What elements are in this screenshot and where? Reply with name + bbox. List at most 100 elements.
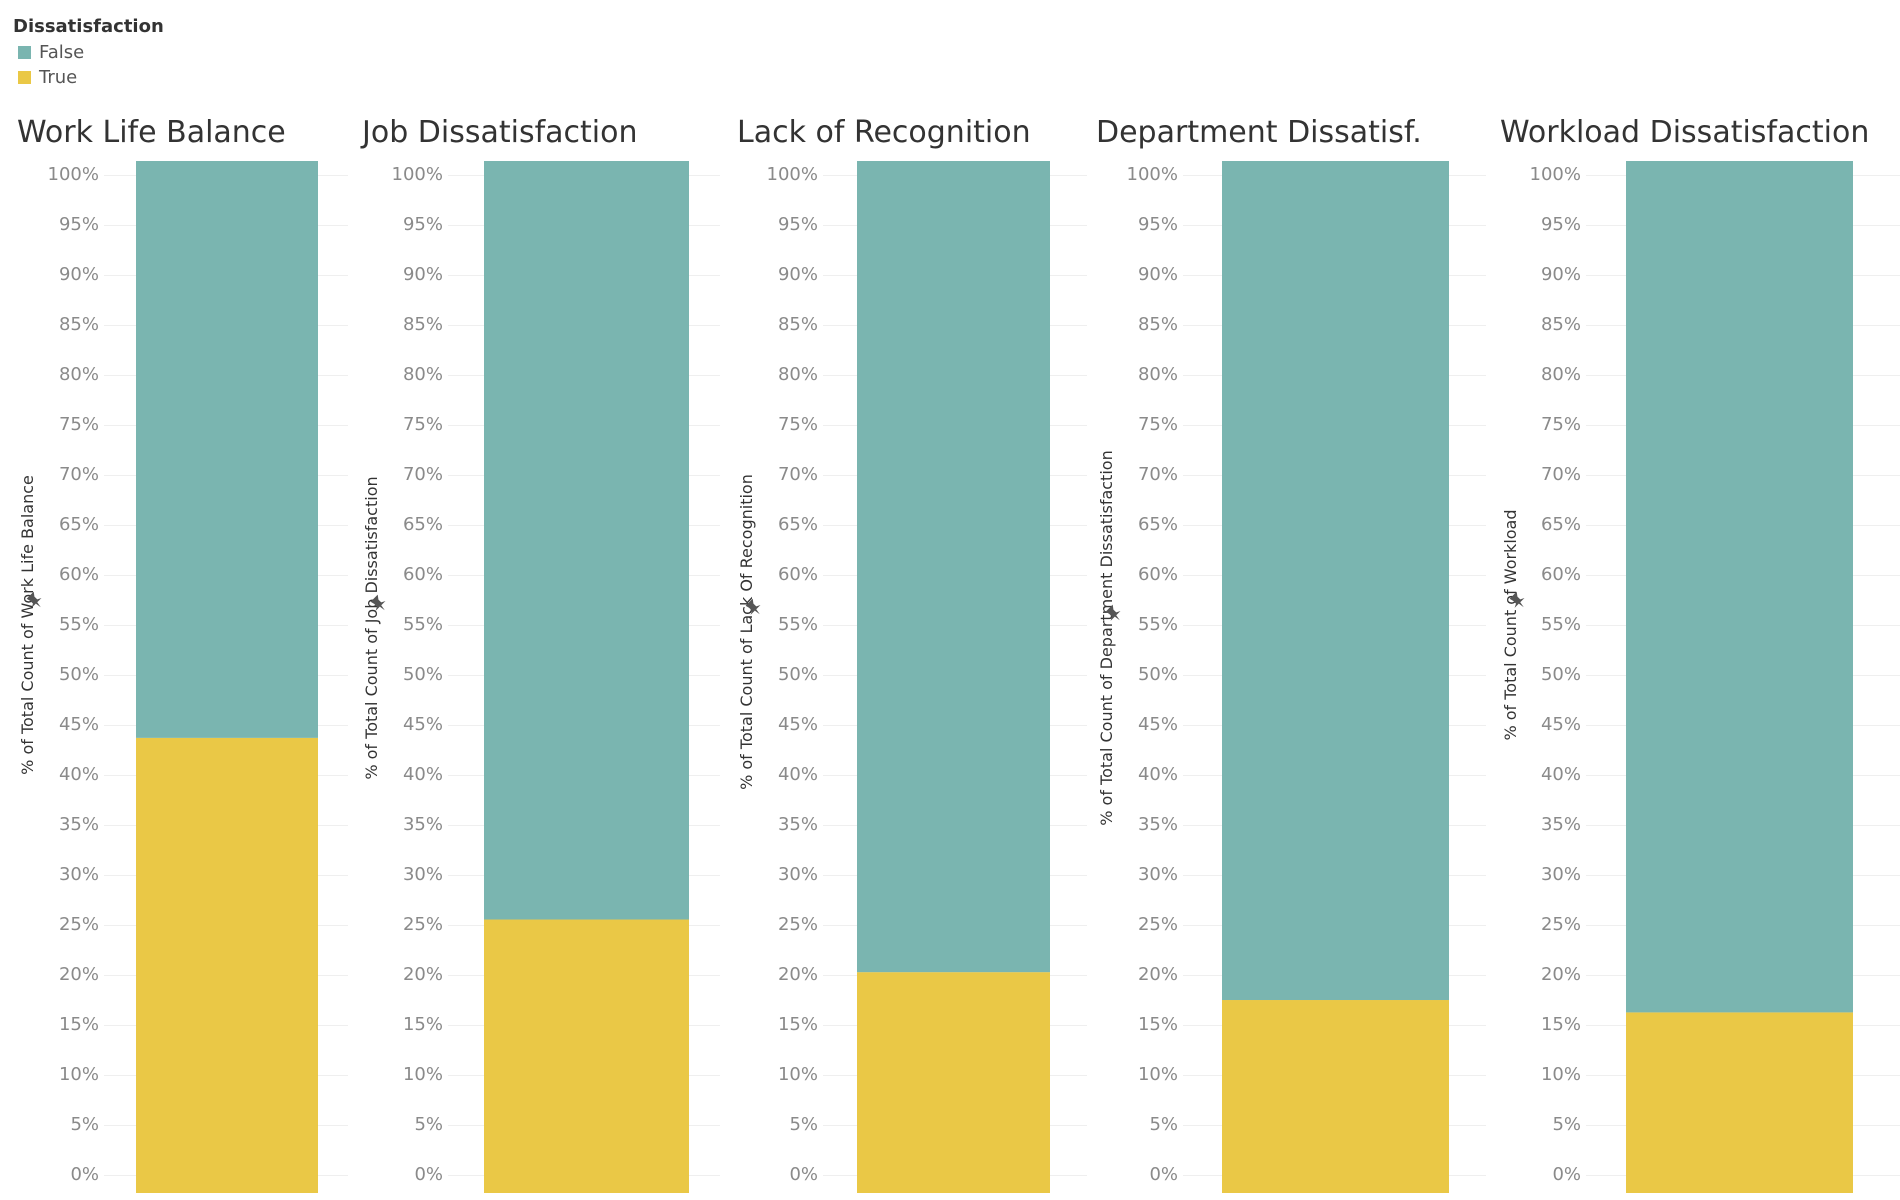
y-tick-label: 5% (1552, 1114, 1581, 1135)
y-tick-label: 95% (1138, 214, 1178, 235)
chart-panel-1: Work Life Balance 0% 5% 10% 15% 20% 25% 30% 35% 4… (17, 115, 348, 1193)
y-tick-label: 0% (789, 1164, 818, 1185)
y-tick-label: 15% (778, 1014, 818, 1035)
y-tick-label: 20% (59, 964, 99, 985)
y-tick-label: 10% (778, 1064, 818, 1085)
y-tick-label: 20% (1138, 964, 1178, 985)
y-tick-label: 60% (59, 564, 99, 585)
y-tick-label: 25% (1541, 914, 1581, 935)
y-tick-label: 80% (1138, 364, 1178, 385)
y-tick-label: 40% (403, 764, 443, 785)
y-tick-label: 40% (778, 764, 818, 785)
y-tick-label: 85% (1138, 314, 1178, 335)
y-tick-label: 40% (1541, 764, 1581, 785)
chart-panel-2: Job Dissatisfaction 0% 5% 10% 15% 20% 25% 30% 35… (360, 115, 720, 1193)
y-tick-label: 65% (59, 514, 99, 535)
pin-icon[interactable] (369, 594, 390, 615)
legend-title: Dissatisfaction (13, 16, 164, 37)
y-tick-label: 60% (1138, 564, 1178, 585)
y-tick-label: 85% (1541, 314, 1581, 335)
y-tick-label: 30% (59, 864, 99, 885)
y-tick-label: 45% (59, 714, 99, 735)
legend-swatch-false (18, 46, 31, 59)
legend: Dissatisfaction False True (13, 16, 164, 90)
y-tick-label: 0% (70, 1164, 99, 1185)
bar-segment-false[interactable] (1222, 161, 1449, 1001)
y-tick-label: 30% (403, 864, 443, 885)
y-tick-label: 90% (1138, 264, 1178, 285)
bar-segment-false[interactable] (857, 161, 1050, 973)
y-axis-title: % of Total Count of Lack Of Recognition (737, 474, 756, 790)
bar-segment-false[interactable] (1626, 161, 1853, 1013)
y-tick-label: 60% (403, 564, 443, 585)
y-tick-label: 70% (1138, 464, 1178, 485)
y-tick-label: 55% (59, 614, 99, 635)
pin-icon[interactable] (1104, 604, 1125, 625)
y-tick-label: 35% (778, 814, 818, 835)
y-tick-label: 35% (59, 814, 99, 835)
y-tick-label: 50% (778, 664, 818, 685)
bar-segment-false[interactable] (136, 161, 318, 738)
chart-title: Workload Dissatisfaction (1500, 115, 1869, 150)
y-tick-label: 100% (392, 164, 443, 185)
y-tick-label: 70% (59, 464, 99, 485)
y-tick-label: 10% (1138, 1064, 1178, 1085)
y-tick-label: 5% (1149, 1114, 1178, 1135)
y-tick-label: 85% (778, 314, 818, 335)
y-tick-label: 70% (403, 464, 443, 485)
y-tick-label: 25% (59, 914, 99, 935)
y-tick-label: 70% (778, 464, 818, 485)
y-tick-label: 30% (778, 864, 818, 885)
y-tick-label: 95% (59, 214, 99, 235)
y-tick-label: 75% (1541, 414, 1581, 435)
y-tick-label: 35% (1541, 814, 1581, 835)
y-tick-label: 100% (48, 164, 99, 185)
y-tick-label: 50% (59, 664, 99, 685)
y-tick-label: 20% (1541, 964, 1581, 985)
y-tick-label: 40% (1138, 764, 1178, 785)
y-tick-label: 5% (70, 1114, 99, 1135)
y-tick-label: 100% (1530, 164, 1581, 185)
bar-segment-true[interactable] (1626, 1012, 1853, 1193)
y-tick-label: 55% (1138, 614, 1178, 635)
y-tick-label: 65% (778, 514, 818, 535)
y-tick-label: 70% (1541, 464, 1581, 485)
y-tick-label: 75% (403, 414, 443, 435)
pin-icon[interactable] (25, 591, 46, 612)
y-tick-label: 5% (789, 1114, 818, 1135)
y-tick-label: 30% (1138, 864, 1178, 885)
y-tick-label: 80% (778, 364, 818, 385)
chart-panel-5: Workload Dissatisfaction 0% 5% 10% 15% 20% 25%… (1500, 115, 1900, 1193)
y-tick-label: 80% (59, 364, 99, 385)
y-tick-label: 85% (59, 314, 99, 335)
y-tick-label: 25% (1138, 914, 1178, 935)
y-tick-label: 0% (1552, 1164, 1581, 1185)
y-tick-label: 80% (403, 364, 443, 385)
y-tick-label: 40% (59, 764, 99, 785)
y-tick-label: 45% (403, 714, 443, 735)
bar-segment-true[interactable] (1222, 1000, 1449, 1193)
pin-icon[interactable] (1508, 591, 1529, 612)
bar-segment-true[interactable] (484, 919, 689, 1193)
y-tick-label: 20% (403, 964, 443, 985)
bar-segment-false[interactable] (484, 161, 689, 920)
legend-item-true[interactable]: True (13, 65, 164, 90)
y-tick-label: 95% (1541, 214, 1581, 235)
y-axis-title: % of Total Count of Department Dissatisf… (1097, 450, 1116, 825)
bar-segment-true[interactable] (857, 972, 1050, 1193)
legend-swatch-true (18, 71, 31, 84)
y-tick-label: 10% (1541, 1064, 1581, 1085)
y-tick-label: 100% (767, 164, 818, 185)
y-tick-label: 60% (1541, 564, 1581, 585)
y-tick-label: 85% (403, 314, 443, 335)
chart-title: Lack of Recognition (737, 115, 1031, 150)
y-tick-label: 75% (1138, 414, 1178, 435)
y-tick-label: 50% (1138, 664, 1178, 685)
bar-segment-true[interactable] (136, 737, 318, 1193)
y-tick-label: 55% (778, 614, 818, 635)
y-tick-label: 10% (403, 1064, 443, 1085)
pin-icon[interactable] (744, 598, 765, 619)
y-tick-label: 75% (778, 414, 818, 435)
legend-item-false[interactable]: False (13, 40, 164, 65)
